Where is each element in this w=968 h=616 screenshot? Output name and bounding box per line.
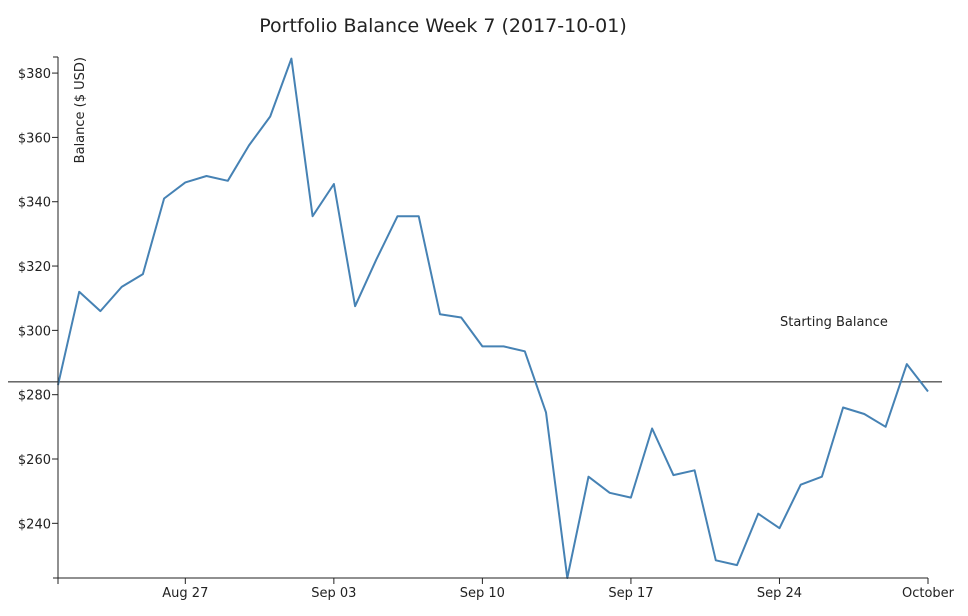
y-tick-label: $300 bbox=[18, 324, 51, 339]
x-axis: Aug 27 Sep 03 Sep 10 Sep 17 Sep 24 October bbox=[57, 577, 955, 601]
y-axis-label: Balance ($ USD) bbox=[73, 57, 88, 163]
y-tick-label: $380 bbox=[18, 67, 51, 82]
y-tick-label: $260 bbox=[18, 453, 51, 468]
x-tick-label: October bbox=[902, 586, 955, 601]
x-tick-label: Aug 27 bbox=[162, 586, 208, 601]
x-tick-label: Sep 03 bbox=[311, 586, 356, 601]
x-tick-label: Sep 17 bbox=[608, 586, 653, 601]
y-tick-label: $360 bbox=[18, 131, 51, 146]
x-tick-label: Sep 10 bbox=[460, 586, 505, 601]
chart-title: Portfolio Balance Week 7 (2017-10-01) bbox=[259, 15, 627, 37]
x-tick-label: Sep 24 bbox=[757, 586, 802, 601]
starting-balance-label: Starting Balance bbox=[780, 315, 888, 330]
y-axis: $240 $260 $280 $300 $320 $340 $360 $380 bbox=[18, 56, 59, 579]
y-tick-label: $240 bbox=[18, 517, 51, 532]
y-tick-label: $340 bbox=[18, 196, 51, 211]
balance-series-line bbox=[57, 57, 929, 579]
y-tick-label: $280 bbox=[18, 389, 51, 404]
y-tick-label: $320 bbox=[18, 260, 51, 275]
plot-area bbox=[8, 57, 942, 579]
